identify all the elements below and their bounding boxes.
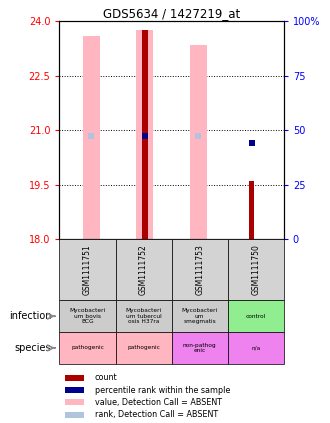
Bar <box>59 300 116 332</box>
Bar <box>249 181 254 239</box>
Bar <box>59 239 116 300</box>
Bar <box>190 45 207 239</box>
Text: species: species <box>15 343 51 353</box>
Bar <box>115 239 172 300</box>
Text: Mycobacteri
um
smegmatis: Mycobacteri um smegmatis <box>182 308 218 324</box>
Bar <box>172 332 228 364</box>
Text: GSM1111751: GSM1111751 <box>83 244 92 295</box>
Bar <box>142 30 148 239</box>
Bar <box>65 399 84 405</box>
Text: pathogenic: pathogenic <box>71 346 104 350</box>
Bar <box>228 239 284 300</box>
Text: Mycobacteri
um bovis
BCG: Mycobacteri um bovis BCG <box>69 308 106 324</box>
Bar <box>115 300 172 332</box>
Bar <box>59 332 116 364</box>
Text: rank, Detection Call = ABSENT: rank, Detection Call = ABSENT <box>95 410 218 419</box>
Bar <box>83 36 100 239</box>
Bar <box>65 387 84 393</box>
Text: non-pathog
enic: non-pathog enic <box>183 343 216 353</box>
Bar <box>172 300 228 332</box>
Text: control: control <box>246 314 266 319</box>
Bar <box>172 239 228 300</box>
Text: Mycobacteri
um tubercul
osis H37ra: Mycobacteri um tubercul osis H37ra <box>125 308 162 324</box>
Text: pathogenic: pathogenic <box>127 346 160 350</box>
Text: percentile rank within the sample: percentile rank within the sample <box>95 385 230 395</box>
Text: GSM1111750: GSM1111750 <box>251 244 260 295</box>
Bar <box>65 375 84 381</box>
Text: count: count <box>95 374 117 382</box>
Text: n/a: n/a <box>251 346 260 350</box>
Text: value, Detection Call = ABSENT: value, Detection Call = ABSENT <box>95 398 221 407</box>
Text: infection: infection <box>9 311 51 321</box>
Bar <box>115 332 172 364</box>
Text: GSM1111752: GSM1111752 <box>139 244 148 295</box>
Bar <box>228 300 284 332</box>
Text: GSM1111753: GSM1111753 <box>195 244 204 295</box>
Bar <box>136 30 153 239</box>
Bar <box>65 412 84 418</box>
Title: GDS5634 / 1427219_at: GDS5634 / 1427219_at <box>103 7 240 20</box>
Bar <box>228 332 284 364</box>
